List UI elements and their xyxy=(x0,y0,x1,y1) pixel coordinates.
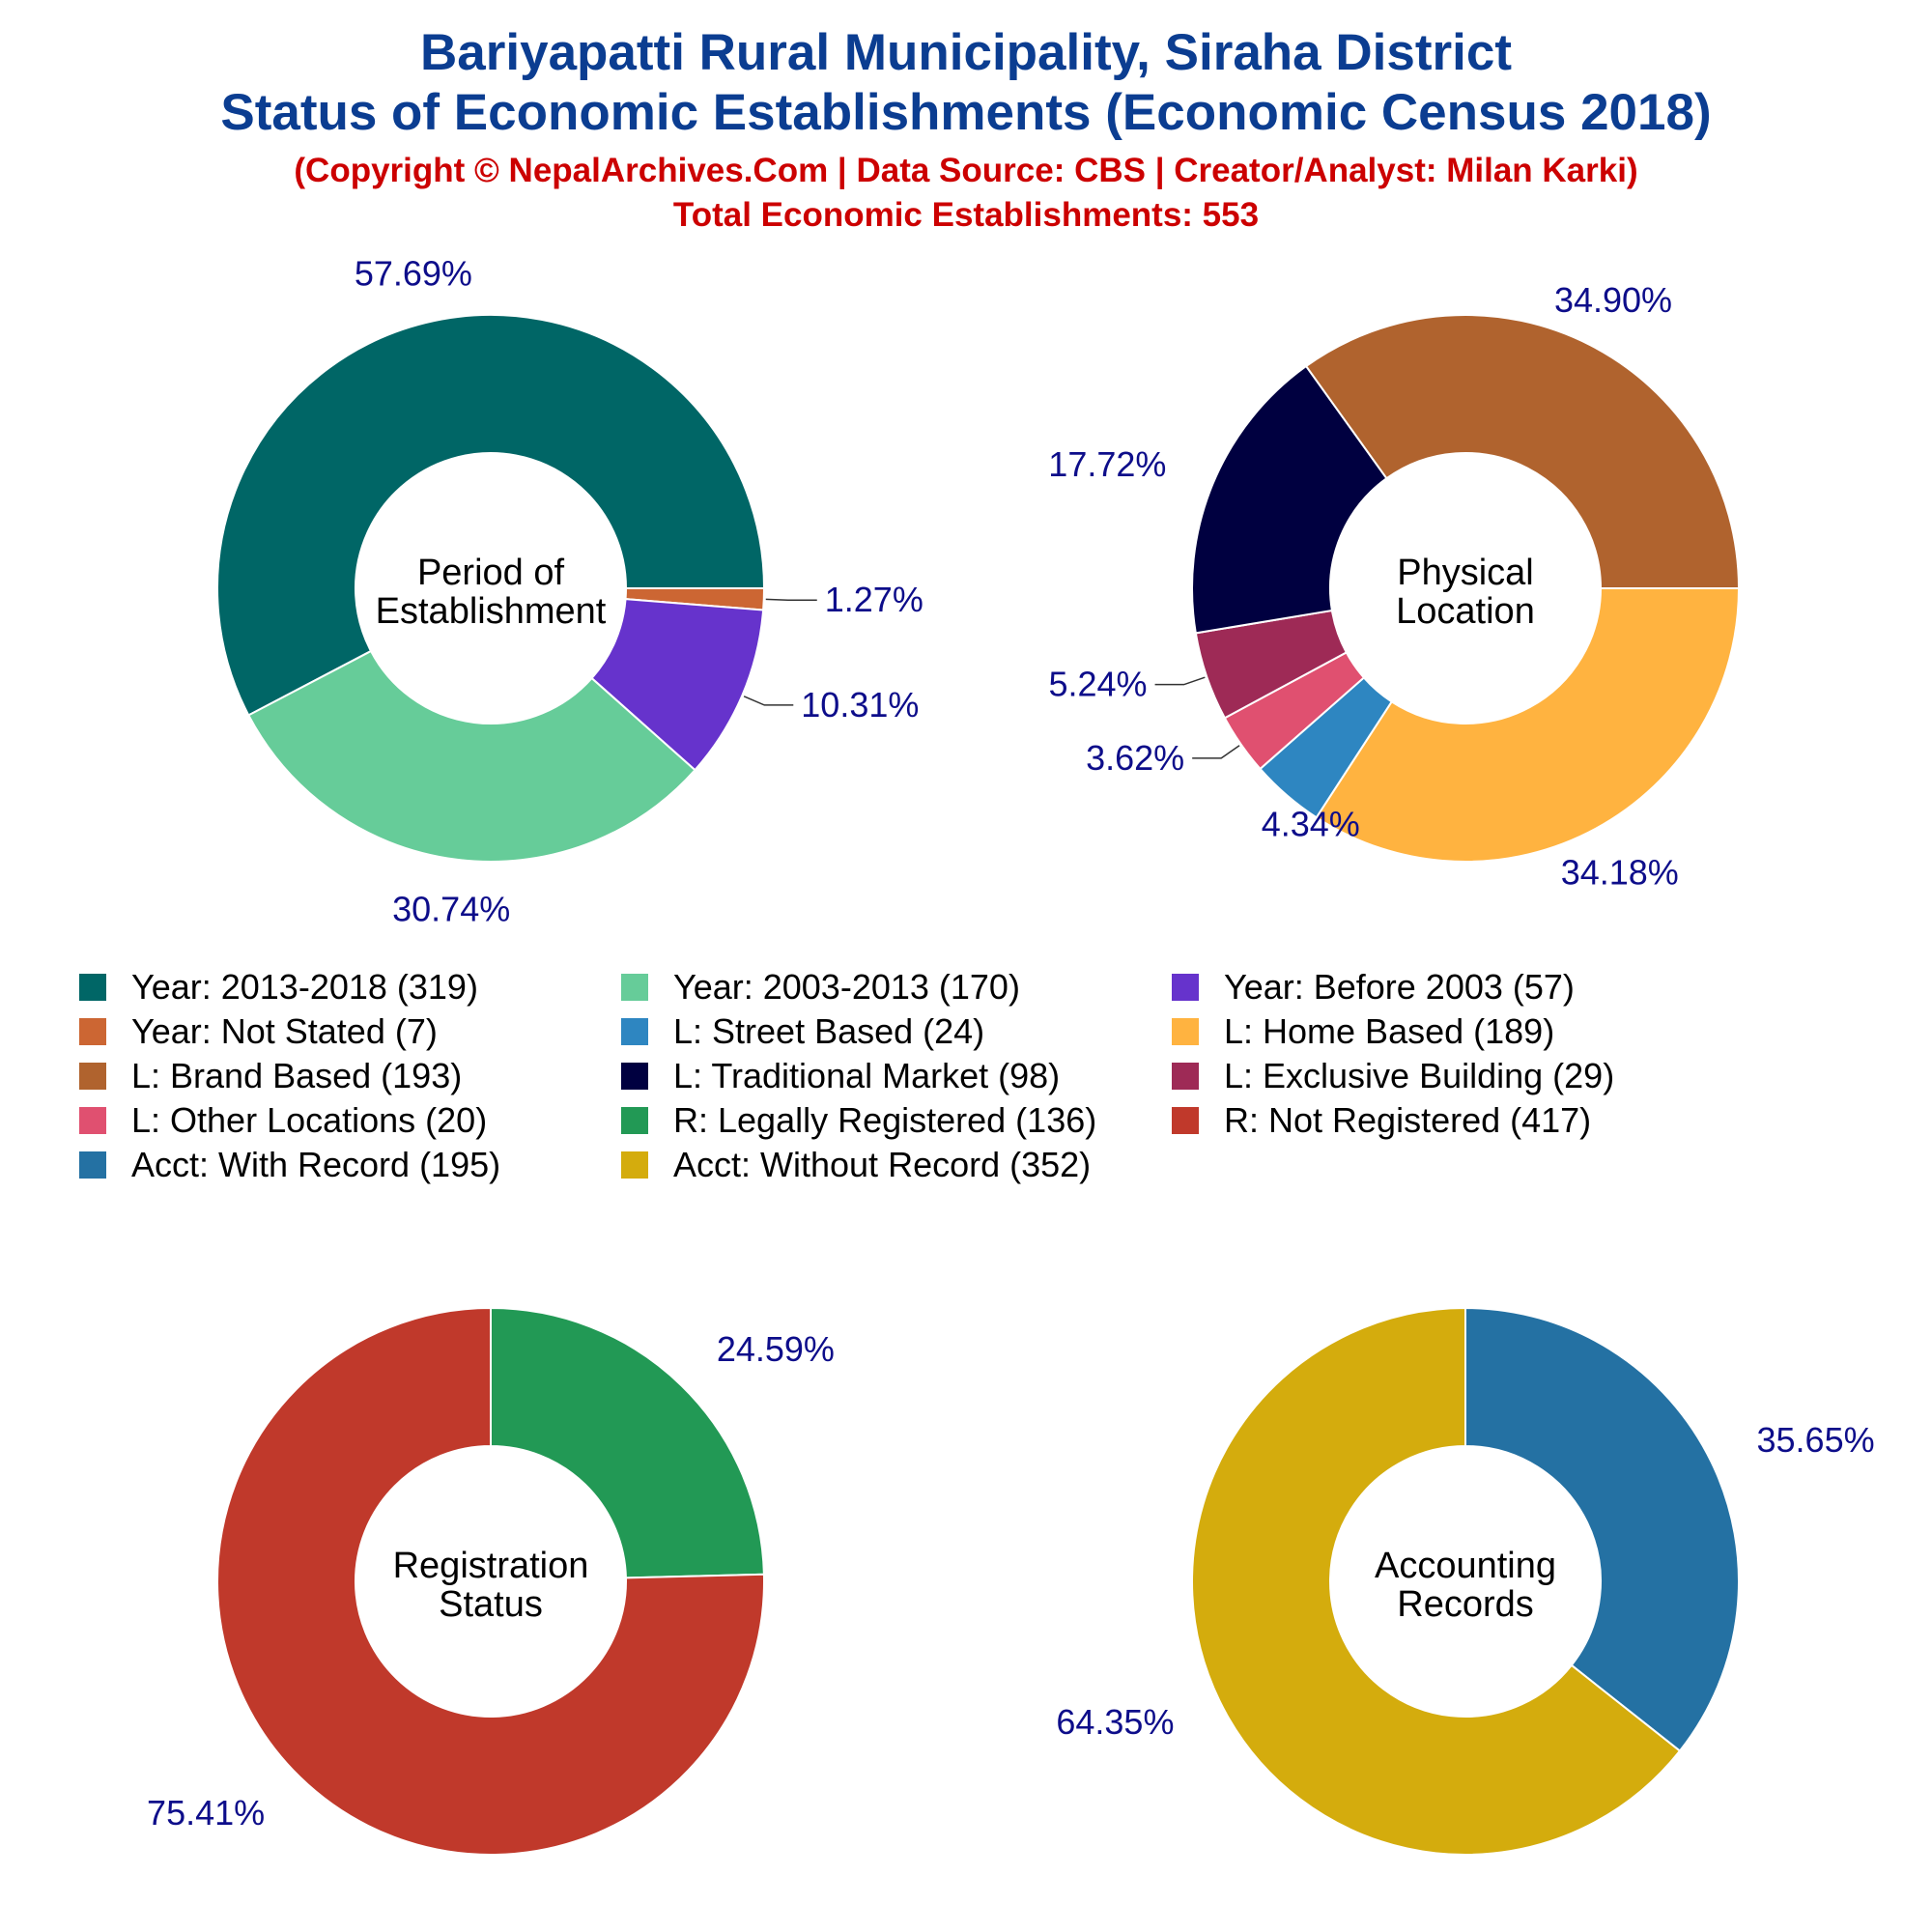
legend: Year: 2013-2018 (319) Year: 2003-2013 (17… xyxy=(79,967,1614,1184)
donut-4-percent-label-2: 64.35% xyxy=(1056,1702,1174,1742)
donut-3-center-label-1: Registration xyxy=(393,1546,589,1586)
donut-1-slice-1 xyxy=(216,314,766,717)
donut-3-slice-1 xyxy=(490,1306,765,1579)
legend-label-10: L: Other Locations (20) xyxy=(131,1100,487,1140)
donut-3-center-label-2: Status xyxy=(439,1584,543,1625)
chart-title-line2: Status of Economic Establishments (Econo… xyxy=(220,84,1711,141)
donut-2-slice-6 xyxy=(1304,314,1741,589)
donut-2-percent-label-5: 17.72% xyxy=(1048,444,1166,484)
donut-4-percent-label-1: 35.65% xyxy=(1757,1420,1875,1460)
donut-3-slice-2 xyxy=(216,1306,765,1856)
legend-label-9: L: Exclusive Building (29) xyxy=(1224,1056,1614,1095)
donut-2-percent-label-1: 34.18% xyxy=(1561,852,1679,892)
donut-1-leader-2 xyxy=(765,598,817,601)
legend-label-3: Year: Before 2003 (57) xyxy=(1224,967,1575,1007)
legend-swatch-5 xyxy=(621,1018,648,1045)
chart-subtitle-line1: (Copyright © NepalArchives.Com | Data So… xyxy=(294,152,1637,189)
legend-label-2: Year: 2003-2013 (170) xyxy=(673,967,1020,1007)
legend-swatch-11 xyxy=(621,1107,648,1134)
legend-swatch-14 xyxy=(621,1151,648,1179)
chart-title-line1: Bariyapatti Rural Municipality, Siraha D… xyxy=(420,24,1512,81)
legend-swatch-8 xyxy=(621,1063,648,1090)
donut-4-slice-2 xyxy=(1191,1306,1682,1856)
donut-2-center-label-1: Physical xyxy=(1397,553,1534,593)
legend-swatch-7 xyxy=(79,1063,106,1090)
donut-1-leader-3 xyxy=(743,696,794,706)
donut-2-slice-1 xyxy=(1315,587,1741,863)
legend-label-6: L: Home Based (189) xyxy=(1224,1011,1554,1051)
donut-2-slice-5 xyxy=(1191,364,1388,635)
donut-1-center-label-2: Establishment xyxy=(376,591,607,632)
donut-1-percent-label-3: 10.31% xyxy=(801,685,919,724)
legend-label-7: L: Brand Based (193) xyxy=(131,1056,462,1095)
donut-2-leader-4 xyxy=(1154,676,1206,686)
donut-4-slice-1 xyxy=(1464,1306,1740,1752)
donut-2-center-label-2: Location xyxy=(1396,591,1535,632)
legend-label-14: Acct: Without Record (352) xyxy=(673,1145,1091,1184)
donut-1-percent-label-2: 1.27% xyxy=(825,580,923,619)
legend-label-8: L: Traditional Market (98) xyxy=(673,1056,1060,1095)
donut-1-percent-label-4: 30.74% xyxy=(392,890,510,929)
donut-2-percent-label-6: 34.90% xyxy=(1554,280,1672,320)
legend-swatch-13 xyxy=(79,1151,106,1179)
legend-label-13: Acct: With Record (195) xyxy=(131,1145,500,1184)
legend-swatch-2 xyxy=(621,974,648,1001)
donut-3-percent-label-1: 24.59% xyxy=(717,1329,835,1369)
donut-chart-1: 57.69% 1.27% 10.31% 30.74% Period ofEstablis… xyxy=(216,254,923,929)
donut-2-percent-label-2: 4.34% xyxy=(1262,804,1360,843)
legend-label-5: L: Street Based (24) xyxy=(673,1011,984,1051)
donut-1-center-label-1: Period of xyxy=(417,553,565,593)
legend-swatch-10 xyxy=(79,1107,106,1134)
donut-chart-2: 34.18% 4.34% 3.62% 5.24% 17.72% 34.90% Physica… xyxy=(1048,280,1741,892)
legend-label-12: R: Not Registered (417) xyxy=(1224,1100,1591,1140)
legend-label-1: Year: 2013-2018 (319) xyxy=(131,967,478,1007)
legend-swatch-1 xyxy=(79,974,106,1001)
legend-label-11: R: Legally Registered (136) xyxy=(673,1100,1096,1140)
chart-subtitle-line2: Total Economic Establishments: 553 xyxy=(673,196,1259,234)
donut-2-percent-label-3: 3.62% xyxy=(1086,738,1184,778)
legend-label-4: Year: Not Stated (7) xyxy=(131,1011,438,1051)
donut-1-percent-label-1: 57.69% xyxy=(355,254,472,294)
legend-swatch-6 xyxy=(1172,1018,1199,1045)
donut-2-leader-3 xyxy=(1192,745,1240,759)
donut-4-center-label-2: Records xyxy=(1397,1584,1534,1625)
donut-3-percent-label-2: 75.41% xyxy=(147,1793,265,1833)
legend-swatch-4 xyxy=(79,1018,106,1045)
donut-1-slice-4 xyxy=(247,649,696,863)
legend-swatch-9 xyxy=(1172,1063,1199,1090)
legend-swatch-12 xyxy=(1172,1107,1199,1134)
donut-charts: 57.69% 1.27% 10.31% 30.74% Period ofEstablis… xyxy=(147,254,1875,1856)
donut-4-center-label-1: Accounting xyxy=(1375,1546,1556,1586)
legend-swatch-3 xyxy=(1172,974,1199,1001)
donut-2-percent-label-4: 5.24% xyxy=(1048,665,1147,704)
